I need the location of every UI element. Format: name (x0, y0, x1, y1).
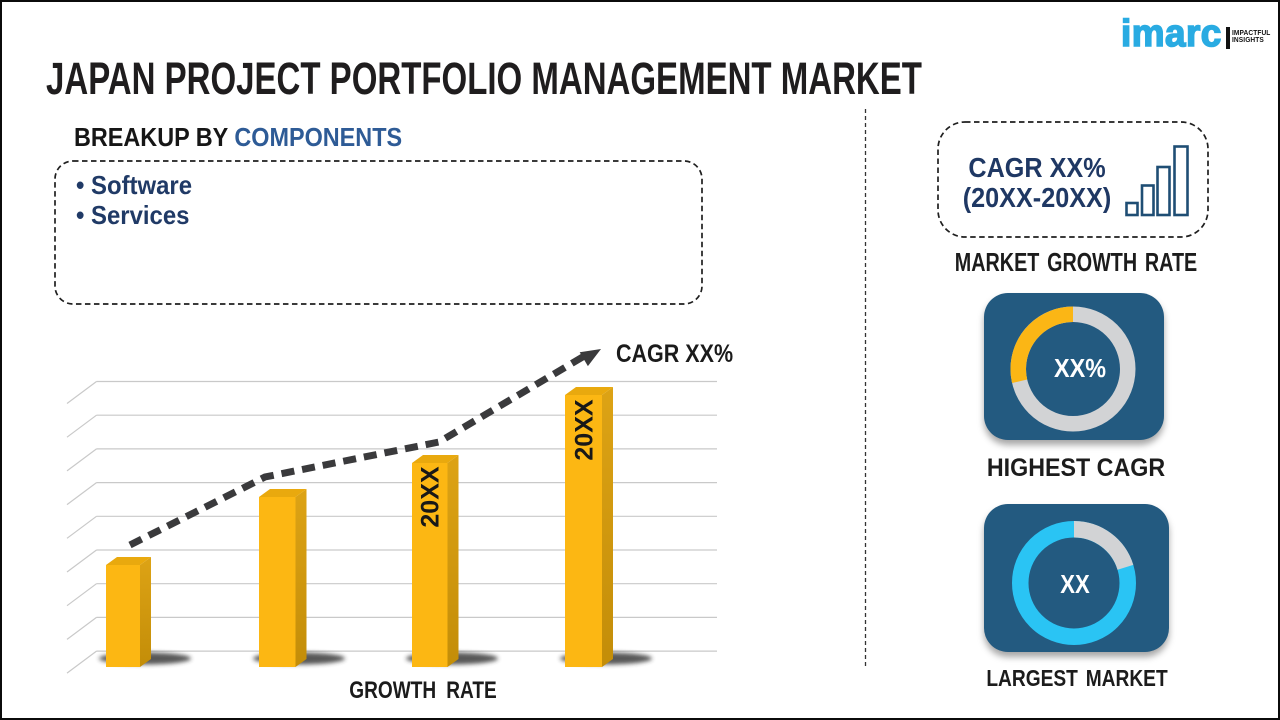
svg-text:20XX: 20XX (571, 399, 599, 460)
svg-text:20XX: 20XX (417, 466, 445, 527)
